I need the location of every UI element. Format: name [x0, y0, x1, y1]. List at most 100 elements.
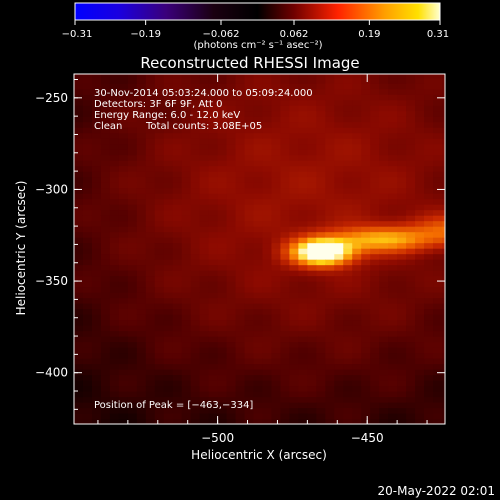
heatmap-cell: [397, 143, 407, 150]
heatmap-cell: [127, 176, 138, 183]
heatmap-cell: [442, 303, 445, 310]
heatmap-cell: [280, 121, 291, 128]
heatmap-cell: [433, 297, 443, 304]
heatmap-cell: [397, 110, 407, 117]
heatmap-cell: [415, 281, 425, 288]
heatmap-cell: [262, 99, 273, 106]
heatmap-cell: [154, 275, 165, 282]
heatmap-cell: [307, 182, 317, 189]
heatmap-cell: [235, 215, 246, 222]
heatmap-cell: [388, 413, 398, 420]
heatmap-cell: [253, 226, 264, 233]
heatmap-cell: [217, 314, 228, 321]
heatmap-cell: [352, 242, 362, 249]
heatmap-cell: [208, 391, 219, 398]
heatmap-cell: [307, 88, 317, 95]
heatmap-cell: [217, 297, 228, 304]
heatmap-cell: [199, 369, 210, 376]
heatmap-cell: [217, 110, 228, 117]
heatmap-cell: [442, 286, 445, 293]
heatmap-cell: [262, 259, 273, 266]
heatmap-cell: [109, 418, 120, 424]
heatmap-cell: [415, 237, 425, 244]
heatmap-cell: [190, 297, 201, 304]
heatmap-cell: [244, 259, 255, 266]
heatmap-cell: [388, 314, 398, 321]
heatmap-cell: [181, 380, 192, 387]
heatmap-cell: [226, 336, 237, 343]
heatmap-cell: [154, 358, 165, 365]
heatmap-cell: [244, 127, 255, 134]
heatmap-cell: [127, 242, 138, 249]
heatmap-cell: [316, 193, 326, 200]
heatmap-cell: [154, 77, 165, 84]
heatmap-cell: [289, 297, 299, 304]
heatmap-cell: [316, 308, 326, 315]
heatmap-cell: [100, 77, 111, 84]
heatmap-cell: [181, 385, 192, 392]
heatmap-cell: [235, 275, 246, 282]
heatmap-cell: [298, 116, 308, 123]
heatmap-cell: [325, 237, 335, 244]
heatmap-cell: [244, 407, 255, 414]
heatmap-cell: [442, 182, 445, 189]
heatmap-cell: [244, 369, 255, 376]
heatmap-cell: [361, 347, 371, 354]
heatmap-cell: [235, 149, 246, 156]
heatmap-cell: [379, 336, 389, 343]
heatmap-cell: [163, 281, 174, 288]
heatmap-cell: [82, 297, 93, 304]
heatmap-cell: [343, 215, 353, 222]
heatmap-cell: [145, 374, 156, 381]
heatmap-cell: [388, 292, 398, 299]
heatmap-cell: [217, 220, 228, 227]
heatmap-cell: [397, 116, 407, 123]
heatmap-cell: [226, 259, 237, 266]
heatmap-cell: [136, 264, 147, 271]
heatmap-cell: [217, 413, 228, 420]
heatmap-cell: [244, 418, 255, 424]
heatmap-cell: [343, 264, 353, 271]
heatmap-cell: [433, 77, 443, 84]
heatmap-cell: [172, 341, 183, 348]
heatmap-cell: [262, 242, 273, 249]
heatmap-cell: [325, 347, 335, 354]
heatmap-cell: [226, 143, 237, 150]
heatmap-cell: [181, 105, 192, 112]
heatmap-cell: [325, 149, 335, 156]
heatmap-cell: [190, 341, 201, 348]
heatmap-cell: [100, 275, 111, 282]
heatmap-cell: [334, 380, 344, 387]
heatmap-cell: [74, 209, 84, 216]
heatmap-cell: [271, 149, 282, 156]
heatmap-cell: [361, 176, 371, 183]
heatmap-cell: [343, 182, 353, 189]
heatmap-cell: [316, 330, 326, 337]
heatmap-cell: [262, 292, 273, 299]
heatmap-cell: [244, 226, 255, 233]
heatmap-cell: [298, 396, 308, 403]
heatmap-cell: [109, 171, 120, 178]
heatmap-cell: [388, 347, 398, 354]
heatmap-cell: [127, 116, 138, 123]
heatmap-cell: [145, 369, 156, 376]
heatmap-cell: [82, 88, 93, 95]
heatmap-cell: [433, 127, 443, 134]
heatmap-cell: [244, 347, 255, 354]
heatmap-cell: [91, 374, 102, 381]
heatmap-cell: [271, 281, 282, 288]
heatmap-cell: [91, 292, 102, 299]
heatmap-cell: [307, 187, 317, 194]
heatmap-cell: [91, 220, 102, 227]
heatmap-cell: [163, 264, 174, 271]
heatmap-cell: [91, 193, 102, 200]
heatmap-cell: [217, 143, 228, 150]
heatmap-cell: [352, 143, 362, 150]
heatmap-cell: [100, 352, 111, 359]
heatmap-cell: [127, 319, 138, 326]
heatmap-cell: [280, 347, 291, 354]
heatmap-cell: [415, 182, 425, 189]
heatmap-cell: [325, 303, 335, 310]
heatmap-cell: [424, 352, 434, 359]
heatmap-cell: [307, 352, 317, 359]
